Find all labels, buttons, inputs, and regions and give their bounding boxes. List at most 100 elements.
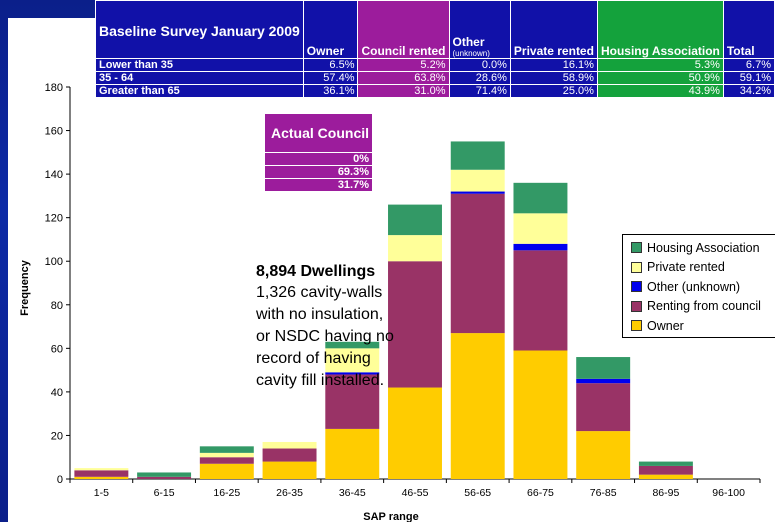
chart-bars	[74, 141, 693, 479]
survey-header-row: Baseline Survey January 2009 Owner Counc…	[95, 0, 775, 59]
bar-segment	[325, 341, 380, 349]
survey-title: Baseline Survey January 2009	[95, 0, 304, 59]
bar-segment	[576, 383, 631, 432]
bar-segment	[262, 461, 317, 479]
bar-segment	[199, 452, 254, 458]
bar-segment	[325, 428, 380, 479]
legend-swatch	[631, 300, 642, 312]
legend-label: Renting from council	[647, 299, 761, 314]
y-tick-label: 60	[51, 343, 63, 355]
bar-segment	[137, 472, 192, 477]
y-tick-label: 100	[45, 256, 63, 268]
chart-panel: 0 20 40 60 80 100 120 140 160 180 1-5 6-15 16-25 26-3…	[8, 18, 775, 522]
legend-label: Housing Association	[647, 240, 760, 255]
x-tick-label: 16-25	[213, 487, 240, 499]
col-label: Other	[452, 35, 485, 49]
survey-col-private: Private rented	[509, 0, 598, 59]
bar-segment	[74, 468, 129, 471]
bar-segment	[450, 193, 505, 334]
survey-col-other: Other (unknown)	[448, 0, 511, 59]
col-label: Private rented	[513, 44, 594, 58]
y-tick-label: 80	[51, 300, 63, 312]
survey-cell: 43.9%	[596, 84, 724, 98]
survey-col-council: Council rented	[357, 0, 450, 59]
legend-item: Other (unknown)	[631, 277, 775, 297]
stacked-bar-chart: 0 20 40 60 80 100 120 140 160 180 1-5 6-15 16-25 26-3…	[19, 82, 761, 522]
legend-label: Other (unknown)	[647, 279, 741, 294]
survey-row-label: Greater than 65	[95, 84, 304, 98]
bar-segment	[199, 457, 254, 464]
x-tick-label: 96-100	[712, 487, 745, 499]
baseline-survey-table: Baseline Survey January 2009 Owner Counc…	[95, 0, 775, 98]
survey-cell: 0.0%	[448, 58, 511, 72]
survey-body: Lower than 35 6.5% 5.2% 0.0% 16.1% 5.3% 6.7% 35…	[95, 58, 775, 98]
survey-cell: 58.9%	[509, 71, 598, 85]
survey-cell: 5.2%	[357, 58, 450, 72]
x-tick-label: 56-65	[464, 487, 491, 499]
survey-col-housing-association: Housing Association	[596, 0, 724, 59]
bar-segment	[325, 348, 380, 373]
y-tick-label: 160	[45, 126, 63, 138]
survey-row: 35 - 64 57.4% 63.8% 28.6% 58.9% 50.9% 59.1%	[95, 71, 775, 85]
legend-swatch	[631, 281, 642, 293]
legend-item: Owner	[631, 316, 775, 336]
bar-segment	[388, 261, 442, 388]
bar-segment	[262, 448, 317, 462]
survey-col-total: Total	[722, 0, 775, 59]
survey-cell: 71.4%	[448, 84, 511, 98]
col-label: Total	[726, 44, 755, 58]
survey-cell: 59.1%	[722, 71, 775, 85]
survey-row: Lower than 35 6.5% 5.2% 0.0% 16.1% 5.3% 6.7%	[95, 58, 775, 72]
bar-segment	[450, 191, 505, 194]
bar-segment	[576, 431, 631, 479]
bar-segment	[199, 446, 254, 453]
legend-swatch	[631, 261, 642, 273]
survey-cell: 16.1%	[509, 58, 598, 72]
x-tick-label: 36-45	[339, 487, 366, 499]
actual-council-table: Actual Council 0% 69.3% 31.7%	[263, 113, 374, 192]
survey-row-label: Lower than 35	[95, 58, 304, 72]
bar-segment	[199, 463, 254, 479]
bar-segment	[262, 441, 317, 449]
survey-cell: 6.5%	[302, 58, 359, 72]
bar-segment	[325, 372, 380, 375]
dwellings-annotation: 8,894 Dwellings 1,326 cavity-walls with …	[256, 262, 396, 392]
x-tick-label: 1-5	[94, 487, 109, 499]
y-tick-label: 140	[45, 169, 63, 181]
survey-cell: 57.4%	[302, 71, 359, 85]
survey-cell: 50.9%	[596, 71, 724, 85]
x-tick-label: 76-85	[590, 487, 617, 499]
bar-segment	[137, 476, 192, 479]
survey-cell: 36.1%	[302, 84, 359, 98]
survey-col-owner: Owner	[302, 0, 359, 59]
bar-segment	[576, 378, 631, 384]
bar-segment	[638, 461, 693, 466]
legend-label: Private rented	[647, 260, 725, 275]
x-tick-label: 26-35	[276, 487, 303, 499]
actual-council-body: 0% 69.3% 31.7%	[263, 152, 374, 192]
bar-segment	[325, 374, 380, 429]
x-tick-label: 86-95	[652, 487, 679, 499]
survey-cell: 25.0%	[509, 84, 598, 98]
survey-cell: 6.7%	[722, 58, 775, 72]
y-tick-label: 0	[57, 474, 63, 486]
y-tick-label: 120	[45, 213, 63, 225]
y-tick-label: 20	[51, 430, 63, 442]
x-axis-label: SAP range	[363, 511, 418, 522]
bar-segment	[513, 243, 568, 251]
survey-row: Greater than 65 36.1% 31.0% 71.4% 25.0% 43.9%…	[95, 84, 775, 98]
actual-council-value: 69.3%	[263, 165, 374, 179]
bar-segment	[388, 387, 442, 479]
bar-segment	[576, 357, 631, 379]
bar-segment	[513, 182, 568, 214]
y-tick-label: 180	[45, 82, 63, 94]
legend-item: Housing Association	[631, 238, 775, 258]
survey-cell: 5.3%	[596, 58, 724, 72]
bar-segment	[638, 474, 693, 479]
bar-segment	[450, 141, 505, 170]
x-tick-label: 46-55	[402, 487, 429, 499]
bar-segment	[388, 235, 442, 262]
bar-segment	[513, 350, 568, 479]
bar-segment	[638, 465, 693, 475]
